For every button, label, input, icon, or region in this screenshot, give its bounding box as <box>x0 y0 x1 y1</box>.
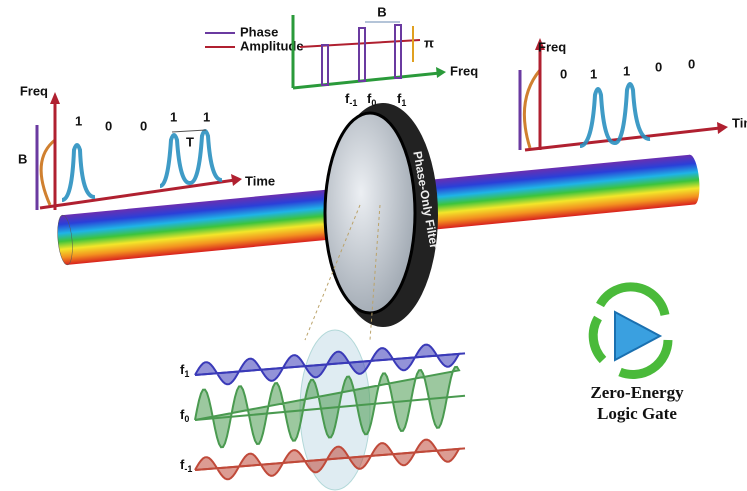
wave-label: f0 <box>180 407 189 424</box>
label-sub: 0 <box>371 98 376 108</box>
input-signal: Freq Time B T 1 0 0 1 1 <box>18 83 275 210</box>
output-signal: Freq Time 0 1 1 0 0 <box>520 38 747 150</box>
label-sub: 1 <box>184 369 189 379</box>
label-sub: 1 <box>401 98 406 108</box>
bit: 0 <box>105 118 112 133</box>
bit: 1 <box>75 113 82 128</box>
freq-label: f0 <box>367 91 376 108</box>
legend-text: Phase <box>240 24 278 39</box>
bit: 0 <box>655 59 662 74</box>
x-axis-label: Time <box>245 173 275 188</box>
bandwidth-label: B <box>377 4 386 19</box>
diagram: Phase-Only Filter f1 f0 f-1 Phase Amplitud… <box>0 0 747 491</box>
bit: 1 <box>203 109 210 124</box>
x-axis-label: Time <box>732 115 747 130</box>
logo-text: Zero-Energy <box>590 383 684 402</box>
phase-filter: Phase-Only Filter <box>305 103 441 340</box>
bit: 1 <box>590 66 597 81</box>
filter-inset: Phase Amplitude B π Freq f-1 f0 f1 <box>205 4 478 108</box>
phase-label: π <box>424 35 434 50</box>
period-label: T <box>186 134 194 149</box>
bandwidth-label: B <box>18 151 27 166</box>
freq-label: f-1 <box>345 91 357 108</box>
label-sub: -1 <box>184 464 192 474</box>
bit: 1 <box>623 63 630 78</box>
axis-label: Freq <box>450 63 478 78</box>
wave-label: f-1 <box>180 457 192 474</box>
y-axis-label: Freq <box>538 39 566 54</box>
label-sub: -1 <box>349 98 357 108</box>
freq-label: f1 <box>397 91 406 108</box>
label-sub: 0 <box>184 414 189 424</box>
wave-group: f1 f0 f-1 <box>180 345 465 480</box>
logo-text: Logic Gate <box>597 404 677 423</box>
wave-label: f1 <box>180 362 189 379</box>
bit: 0 <box>140 118 147 133</box>
bit: 1 <box>170 109 177 124</box>
bit: 0 <box>560 66 567 81</box>
y-axis-label: Freq <box>20 83 48 98</box>
logo: Zero-Energy Logic Gate <box>590 287 684 423</box>
bit: 0 <box>688 56 695 71</box>
